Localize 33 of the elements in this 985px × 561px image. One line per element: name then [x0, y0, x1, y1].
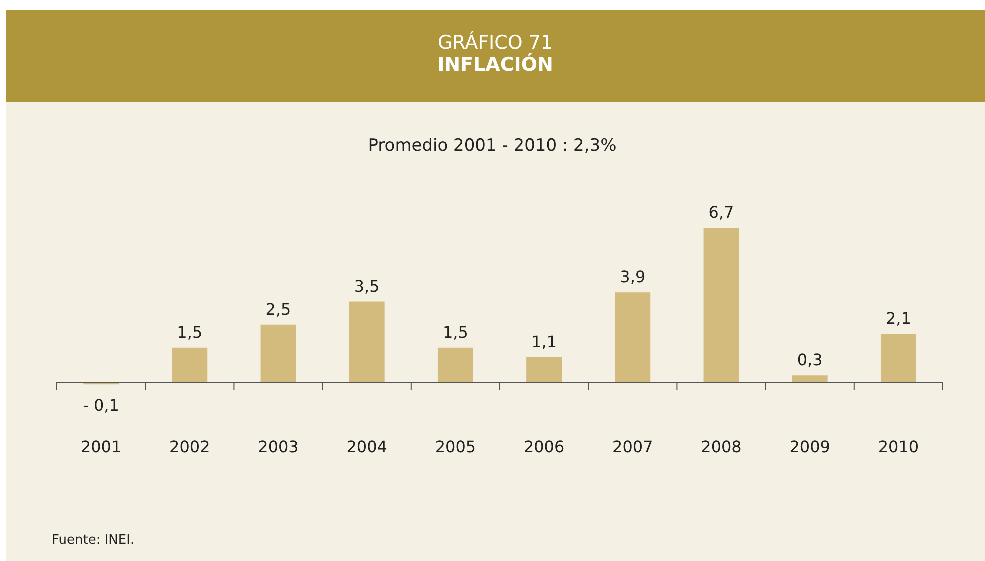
x-tick-label: 2007 — [612, 438, 654, 457]
bar — [438, 348, 474, 382]
x-tick-label: 2001 — [80, 438, 122, 457]
source-note: Fuente: INEI. — [52, 533, 135, 548]
bar — [704, 228, 740, 382]
bar — [349, 302, 385, 382]
x-tick-label: 2005 — [435, 438, 476, 457]
x-tick-label: 2003 — [258, 438, 299, 457]
x-tick-label: 2006 — [524, 438, 565, 457]
bar — [172, 348, 208, 382]
bar — [880, 334, 916, 382]
data-label: - 0,1 — [83, 396, 120, 415]
data-label: 1,5 — [177, 323, 203, 342]
x-tick-label: 2008 — [701, 438, 742, 457]
bar — [615, 292, 651, 382]
bar — [792, 376, 828, 382]
data-label: 3,5 — [354, 276, 380, 296]
data-label: 2,1 — [886, 309, 912, 328]
data-label: 6,7 — [708, 203, 734, 222]
x-tick-label: 2009 — [790, 438, 830, 457]
text: Promedio 2001 - 2010 : 2,3% — [367, 136, 618, 156]
data-label: 1,5 — [442, 323, 468, 342]
chart-subtitle: INFLACIÓN — [436, 54, 554, 76]
data-label: 1,1 — [532, 332, 558, 352]
bar — [260, 324, 296, 382]
x-tick-label: 2002 — [170, 438, 210, 457]
data-label: 2,5 — [266, 300, 292, 320]
x-tick-label: 2004 — [346, 438, 388, 457]
chart-title: GRÁFICO 71 — [436, 32, 554, 54]
x-tick-label: 2010 — [878, 438, 920, 457]
data-label: 3,9 — [620, 268, 646, 287]
bar — [526, 357, 562, 382]
data-label: 0,3 — [797, 350, 823, 370]
